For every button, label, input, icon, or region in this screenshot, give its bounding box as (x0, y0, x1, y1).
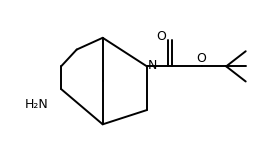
Text: O: O (197, 52, 206, 65)
Text: N: N (148, 58, 157, 72)
Text: H₂N: H₂N (24, 98, 48, 111)
Text: O: O (156, 30, 166, 44)
